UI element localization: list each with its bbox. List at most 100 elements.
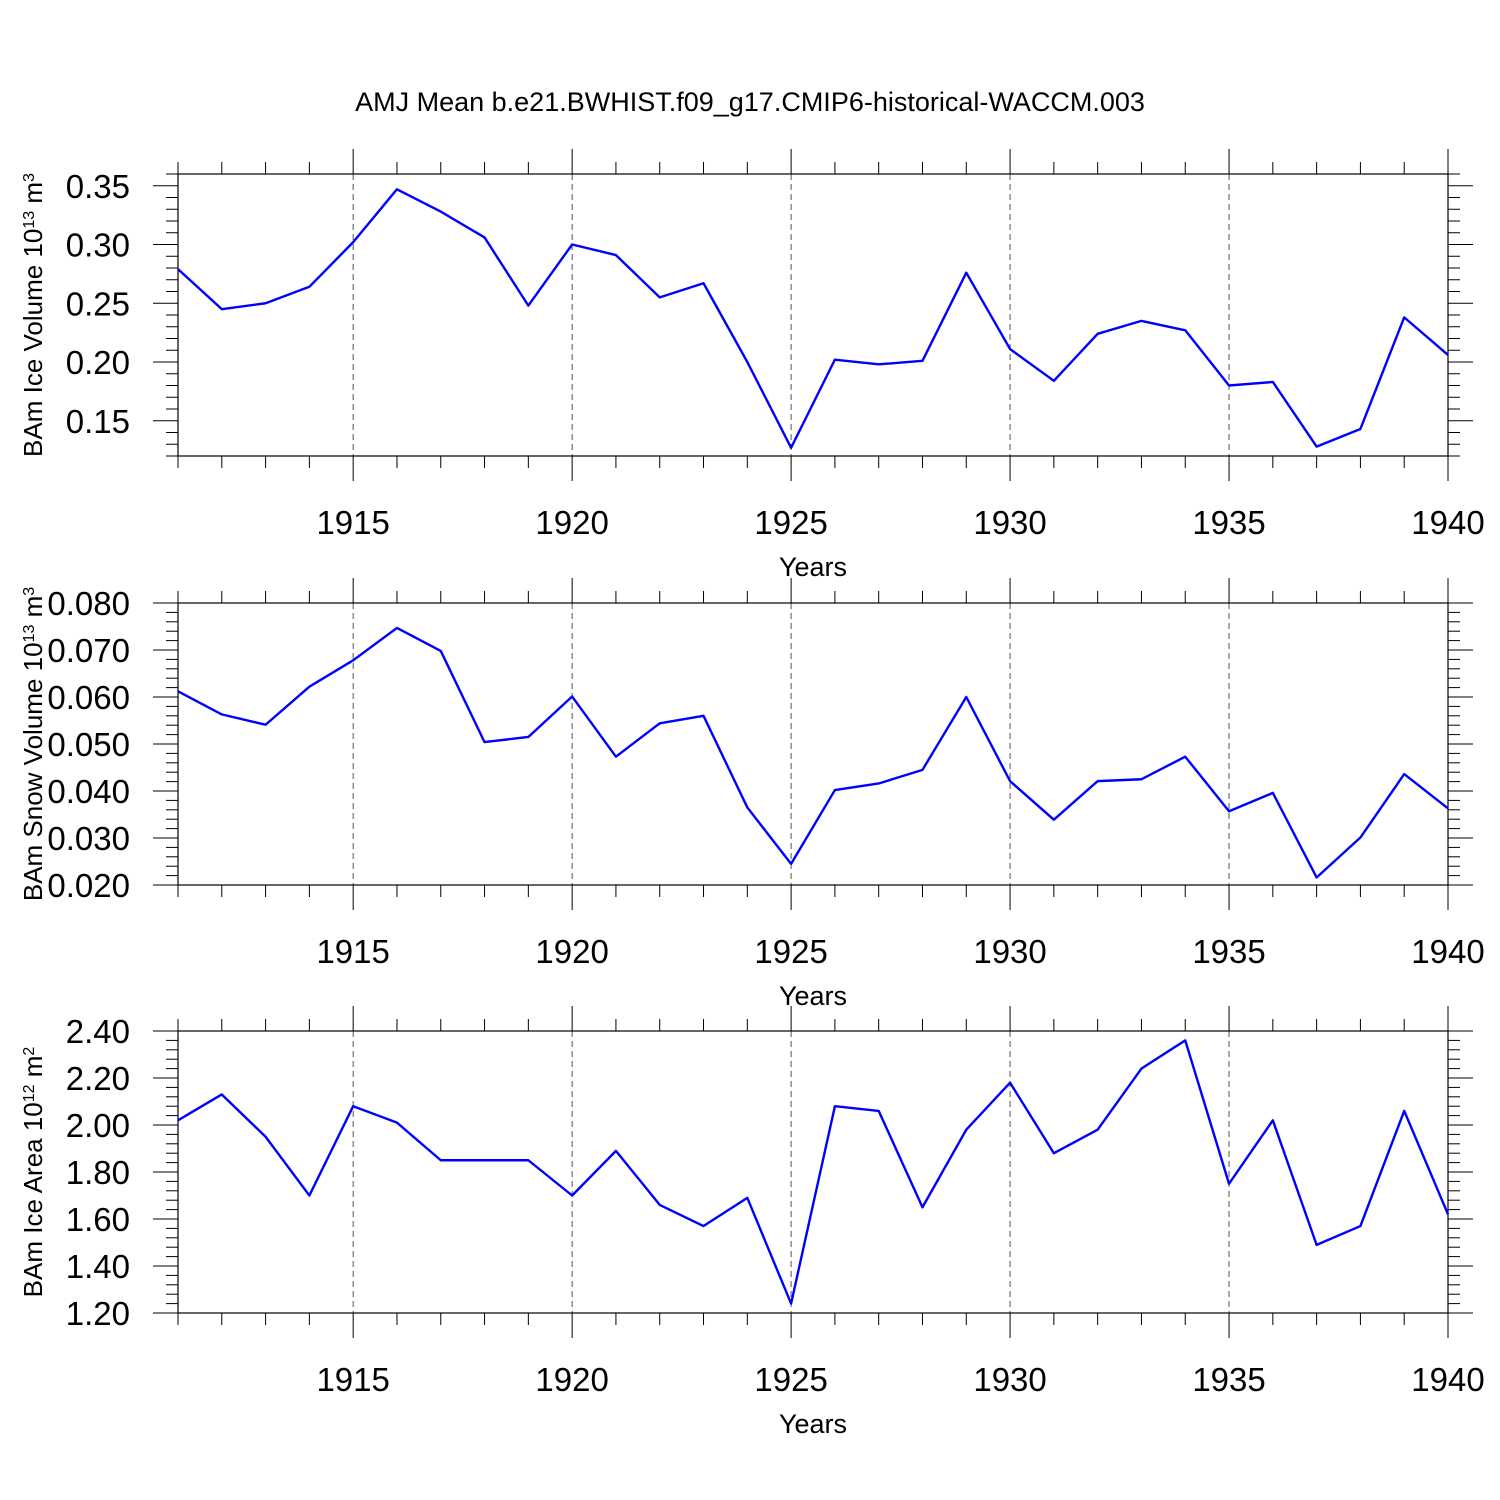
y-tick-label: 1.40 — [66, 1248, 130, 1285]
panel-1: 0.15 0.20 0.25 0.30 0.35 1915 1920 1925 1930 1935… — [18, 149, 1485, 582]
data-point — [746, 806, 748, 808]
data-point — [177, 690, 179, 692]
data-point — [1359, 1225, 1361, 1227]
x-tick-label: 1920 — [535, 933, 608, 970]
data-point — [396, 627, 398, 629]
x-tick-label: 1935 — [1192, 504, 1265, 541]
data-point — [440, 211, 442, 213]
data-point — [746, 361, 748, 363]
x-tick-label: 1940 — [1411, 1361, 1484, 1398]
x-tick-label: 1915 — [316, 933, 389, 970]
data-point — [352, 659, 354, 661]
data-point — [659, 296, 661, 298]
data-point — [1053, 819, 1055, 821]
x-tick-label: 1920 — [535, 504, 608, 541]
data-point — [703, 715, 705, 717]
data-point — [615, 1150, 617, 1152]
y-tick-label: 0.35 — [66, 168, 130, 205]
data-point — [221, 713, 223, 715]
data-point — [703, 282, 705, 284]
y-axis-label: BAm Ice Area 1012 m2 — [18, 1047, 48, 1298]
data-point — [571, 244, 573, 246]
data-point — [1359, 428, 1361, 430]
data-point — [396, 1122, 398, 1124]
x-tick-label: 1915 — [316, 504, 389, 541]
data-point — [1097, 333, 1099, 335]
panels: 0.15 0.20 0.25 0.30 0.35 1915 1920 1925 1930 1935… — [18, 149, 1485, 1439]
plot-frame — [177, 1030, 1449, 1314]
data-point — [308, 686, 310, 688]
data-point — [1009, 348, 1011, 350]
y-axis-label: BAm Snow Volume 1013 m3 — [18, 587, 48, 901]
data-point — [1140, 320, 1142, 322]
y-tick-label: 0.040 — [47, 773, 130, 810]
y-tick-label: 1.80 — [66, 1154, 130, 1191]
data-point — [352, 1105, 354, 1107]
data-point — [746, 1197, 748, 1199]
y-tick-label: 0.030 — [47, 820, 130, 857]
y-tick-label: 0.070 — [47, 632, 130, 669]
data-point — [396, 188, 398, 190]
data-point — [484, 236, 486, 238]
data-point — [1403, 316, 1405, 318]
data-point — [1140, 1068, 1142, 1070]
data-point — [308, 1195, 310, 1197]
x-tick-label: 1935 — [1192, 1361, 1265, 1398]
data-point — [921, 1206, 923, 1208]
data-point — [659, 1204, 661, 1206]
y-tick-label: 0.15 — [66, 403, 130, 440]
x-tick-label: 1920 — [535, 1361, 608, 1398]
x-tick-label: 1915 — [316, 1361, 389, 1398]
x-tick-label: 1940 — [1411, 504, 1484, 541]
data-point — [527, 736, 529, 738]
data-point — [1447, 354, 1449, 356]
data-point — [1403, 773, 1405, 775]
series-line-bam-ice-volume — [177, 188, 1449, 449]
y-tick-label: 2.40 — [66, 1013, 130, 1050]
data-point — [440, 650, 442, 652]
y-tick-label: 2.00 — [66, 1107, 130, 1144]
x-tick-label: 1930 — [973, 933, 1046, 970]
data-point — [1053, 380, 1055, 382]
figure-title: AMJ Mean b.e21.BWHIST.f09_g17.CMIP6-hist… — [355, 87, 1145, 117]
data-point — [571, 1195, 573, 1197]
y-axis-label: BAm Ice Volume 1013 m3 — [18, 173, 48, 457]
data-point — [1097, 1129, 1099, 1131]
data-point — [527, 1159, 529, 1161]
data-point — [1228, 810, 1230, 812]
data-point — [1053, 1152, 1055, 1154]
data-point — [1403, 1110, 1405, 1112]
data-point — [1447, 807, 1449, 809]
data-point — [790, 1303, 792, 1305]
data-point — [221, 1093, 223, 1095]
plot-frame — [177, 602, 1449, 886]
data-point — [352, 241, 354, 243]
y-tick-label: 0.20 — [66, 344, 130, 381]
data-point — [308, 286, 310, 288]
data-point — [921, 360, 923, 362]
x-tick-label: 1925 — [754, 504, 827, 541]
data-point — [440, 1159, 442, 1161]
data-point — [1097, 780, 1099, 782]
data-point — [834, 1105, 836, 1107]
data-point — [965, 1129, 967, 1131]
data-point — [1272, 1119, 1274, 1121]
data-point — [265, 1136, 267, 1138]
data-point — [615, 254, 617, 256]
data-point — [659, 722, 661, 724]
data-point — [878, 782, 880, 784]
y-tick-label: 0.30 — [66, 227, 130, 264]
plot-frame — [177, 173, 1449, 457]
data-point — [615, 756, 617, 758]
data-point — [1184, 756, 1186, 758]
y-tick-label: 1.20 — [66, 1295, 130, 1332]
x-axis-label: Years — [779, 981, 847, 1011]
data-point — [1228, 1183, 1230, 1185]
data-point — [965, 272, 967, 274]
y-tick-label: 0.060 — [47, 679, 130, 716]
data-point — [965, 696, 967, 698]
data-point — [1272, 792, 1274, 794]
data-point — [1009, 780, 1011, 782]
data-point — [484, 1159, 486, 1161]
